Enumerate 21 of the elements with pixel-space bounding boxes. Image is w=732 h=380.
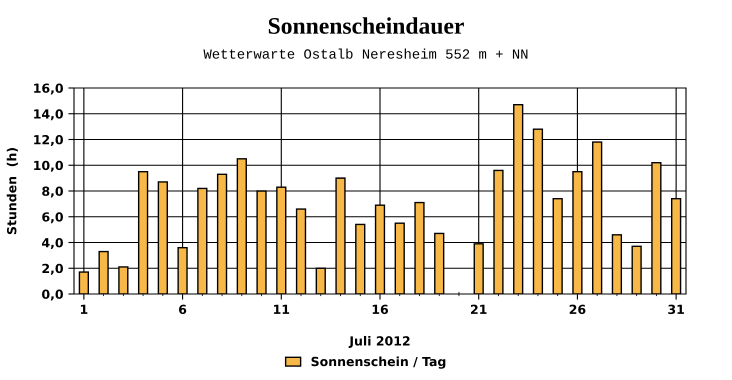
y-tick-label: 14,0 [34, 109, 63, 120]
y-axis-title: Stunden (h) [6, 148, 18, 234]
x-tick-label: 31 [668, 304, 684, 314]
x-tick-label: 26 [570, 304, 586, 314]
chart-subtitle: Wetterwarte Ostalb Neresheim 552 m + NN [203, 48, 528, 59]
y-tick-label: 6,0 [42, 212, 63, 224]
x-tick-label: 11 [274, 304, 290, 314]
y-tick-label: 8,0 [42, 186, 63, 198]
x-tick-label: 1 [80, 304, 88, 314]
y-tick-label: 4,0 [42, 238, 63, 250]
legend-label: Sonnenschein / Tag [312, 356, 446, 369]
x-axis-title: Juli 2012 [348, 336, 410, 348]
x-tick-label: 16 [372, 304, 388, 314]
y-tick-label: 16,0 [34, 83, 63, 95]
y-tick-label: 2,0 [42, 264, 63, 275]
x-tick-label: 21 [471, 304, 487, 314]
y-tick-label: 0,0 [42, 289, 63, 301]
chart-title: Sonnenscheindauer [268, 17, 464, 34]
x-tick-label: 6 [179, 304, 186, 314]
y-tick-label: 12,0 [34, 134, 63, 146]
y-tick-label: 10,0 [34, 160, 63, 172]
